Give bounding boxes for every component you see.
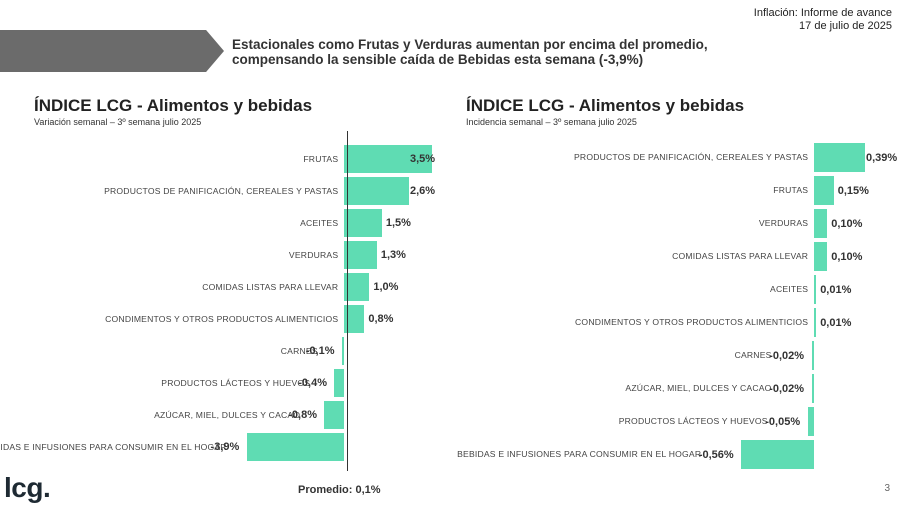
value-label: -3,9% — [210, 441, 240, 453]
value-label: -0,02% — [769, 382, 805, 395]
value-label: 0,39% — [866, 151, 898, 164]
value-label: 0,01% — [820, 283, 852, 296]
bar — [344, 209, 382, 237]
category-label: CARNES — [734, 350, 772, 360]
bar — [344, 305, 365, 333]
banner-arrow — [0, 30, 224, 72]
value-label: -0,8% — [288, 409, 317, 421]
bar — [814, 242, 828, 271]
bar — [344, 177, 410, 205]
category-label: COMIDAS LISTAS PARA LLEVAR — [202, 281, 339, 292]
report-date: 17 de julio de 2025 — [799, 20, 892, 32]
value-label: 3,5% — [410, 153, 436, 165]
bar — [811, 341, 815, 370]
value-label: -0,05% — [765, 415, 801, 428]
category-label: BEBIDAS E INFUSIONES PARA CONSUMIR EN EL… — [0, 441, 227, 452]
average-line — [346, 131, 348, 471]
category-label: CONDIMENTOS Y OTROS PRODUCTOS ALIMENTICI… — [105, 313, 339, 324]
bar — [246, 433, 345, 461]
bar — [741, 440, 815, 469]
value-label: 0,10% — [831, 250, 863, 263]
bar — [814, 209, 828, 238]
category-label: PRODUCTOS DE PANIFICACIÓN, CEREALES Y PA… — [104, 185, 339, 196]
category-label: FRUTAS — [773, 185, 809, 195]
category-label: COMIDAS LISTAS PARA LLEVAR — [672, 251, 809, 261]
headline: Estacionales como Frutas y Verduras aume… — [232, 37, 792, 67]
value-label: 1,0% — [373, 281, 399, 293]
bar — [807, 407, 815, 436]
category-label: VERDURAS — [758, 218, 809, 228]
bar — [344, 273, 370, 301]
bar — [811, 374, 815, 403]
average-label: Promedio: 0,1% — [298, 484, 381, 496]
value-label: -0,4% — [298, 377, 327, 389]
chart-2-subtitle: Incidencia semanal – 3º semana julio 202… — [466, 117, 637, 127]
bar — [814, 275, 817, 304]
category-label: FRUTAS — [303, 153, 339, 164]
headline-line-2: compensando la sensible caída de Bebidas… — [232, 52, 644, 67]
category-label: CARNES — [280, 345, 318, 356]
bar — [344, 241, 377, 269]
value-label: 1,3% — [380, 249, 406, 261]
category-label: ACEITES — [300, 217, 339, 228]
category-label: PRODUCTOS DE PANIFICACIÓN, CEREALES Y PA… — [573, 152, 809, 162]
report-info: Inflación: Informe de avance 17 de julio… — [754, 7, 892, 33]
category-label: AZÚCAR, MIEL, DULCES Y CACAO — [625, 383, 772, 393]
lcg-logo: lcg. — [4, 472, 51, 503]
category-label: PRODUCTOS LÁCTEOS Y HUEVOS — [618, 416, 768, 426]
page-number: 3 — [884, 483, 890, 494]
value-label: -0,1% — [305, 345, 335, 357]
chart-2-title: ÍNDICE LCG - Alimentos y bebidas — [466, 96, 745, 115]
bar — [324, 401, 345, 429]
chart-1-title: ÍNDICE LCG - Alimentos y bebidas — [34, 96, 313, 115]
chart-1-subtitle: Variación semanal – 3º semana julio 2025 — [34, 117, 202, 127]
value-label: -0,02% — [769, 349, 805, 362]
value-label: 0,8% — [368, 313, 394, 325]
headline-line-1: Estacionales como Frutas y Verduras aume… — [232, 37, 708, 52]
value-label: -0,56% — [698, 448, 734, 461]
category-label: PRODUCTOS LÁCTEOS Y HUEVOS — [161, 377, 311, 388]
category-label: VERDURAS — [288, 249, 339, 260]
bar — [814, 143, 865, 172]
value-label: 0,15% — [837, 184, 869, 197]
bar — [344, 145, 432, 173]
category-label: BEBIDAS E INFUSIONES PARA CONSUMIR EN EL… — [457, 449, 702, 459]
value-label: 0,10% — [831, 217, 863, 230]
value-label: 2,6% — [410, 185, 436, 197]
bar — [814, 176, 834, 205]
value-label: 0,01% — [820, 316, 852, 329]
value-label: 1,5% — [385, 217, 411, 229]
category-label: CONDIMENTOS Y OTROS PRODUCTOS ALIMENTICI… — [575, 317, 809, 327]
category-label: AZÚCAR, MIEL, DULCES Y CACAO — [154, 409, 301, 420]
report-title: Inflación: Informe de avance — [753, 7, 892, 19]
bar — [341, 337, 345, 365]
category-label: ACEITES — [770, 284, 809, 294]
bar — [334, 369, 345, 397]
bar — [814, 308, 817, 337]
